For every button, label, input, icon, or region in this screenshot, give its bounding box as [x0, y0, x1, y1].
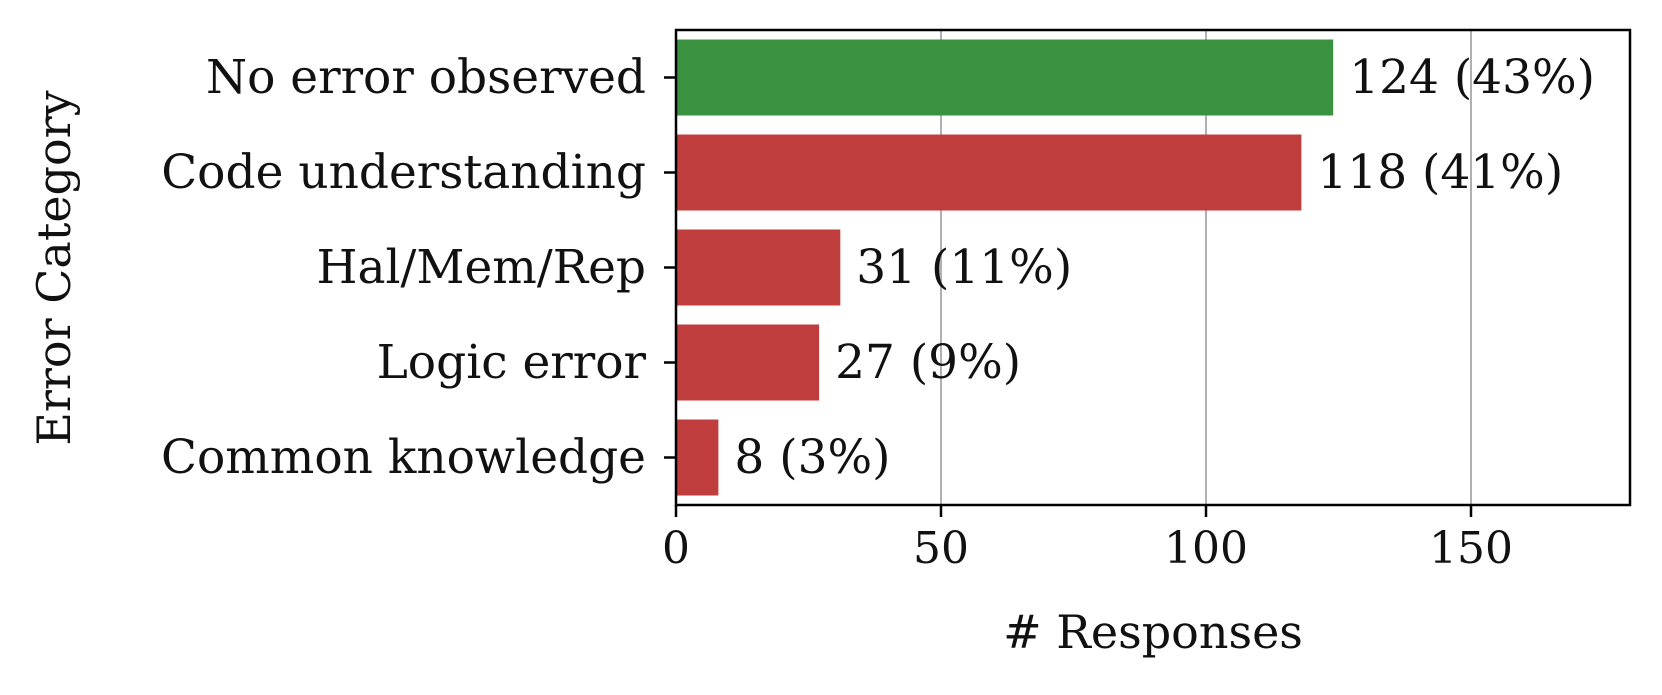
bars — [676, 39, 1334, 496]
y-axis-title: Error Category — [27, 90, 81, 445]
x-tick-label: 100 — [1164, 523, 1248, 574]
x-tick-label: 150 — [1429, 523, 1513, 574]
x-tick-label: 0 — [662, 523, 690, 574]
category-label: Common knowledge — [161, 430, 646, 485]
data-label: 31 (11%) — [856, 240, 1072, 295]
category-label: Hal/Mem/Rep — [316, 240, 646, 295]
bar — [676, 324, 820, 401]
y-ticks: No error observed Code understanding Hal/M… — [161, 50, 676, 485]
bar — [676, 39, 1334, 116]
data-label: 118 (41%) — [1317, 145, 1563, 200]
category-label: Logic error — [377, 335, 647, 390]
x-axis-title: # Responses — [1003, 605, 1303, 659]
x-ticks: 0 50 100 150 — [662, 505, 1513, 574]
data-label: 124 (43%) — [1349, 50, 1595, 105]
data-label: 27 (9%) — [835, 335, 1021, 390]
category-label: No error observed — [206, 50, 646, 105]
bar — [676, 134, 1302, 211]
data-labels: 124 (43%) 118 (41%) 31 (11%) 27 (9%) 8 (3%) — [734, 50, 1595, 485]
data-label: 8 (3%) — [734, 430, 890, 485]
bar — [676, 229, 841, 306]
bar — [676, 419, 719, 496]
category-label: Code understanding — [161, 145, 646, 200]
x-tick-label: 50 — [913, 523, 969, 574]
